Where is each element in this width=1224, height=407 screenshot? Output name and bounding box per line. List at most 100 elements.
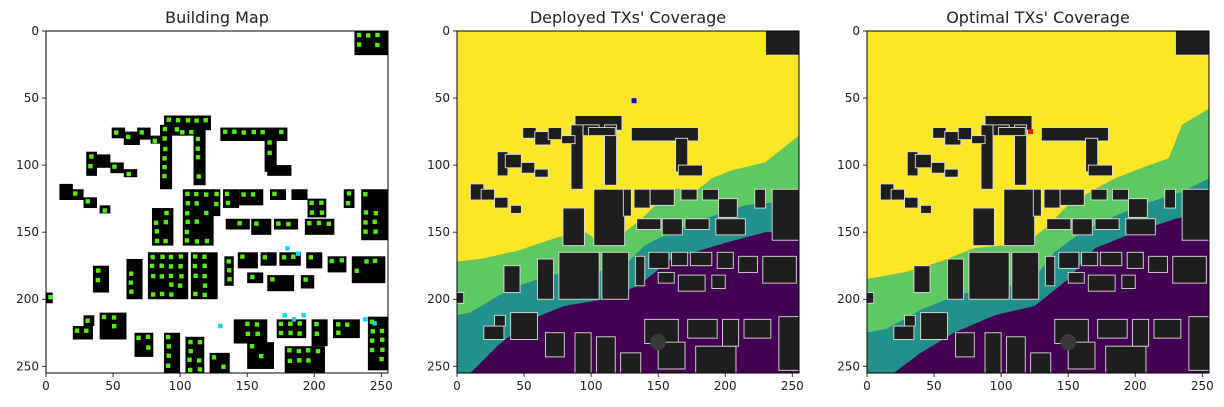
- building: [494, 196, 509, 209]
- sensor-point: [163, 219, 169, 225]
- sensor-point: [166, 353, 171, 358]
- sensor-point: [129, 271, 134, 276]
- y-tick-label: 150: [837, 225, 860, 239]
- sensor-point: [286, 221, 291, 227]
- building: [1099, 251, 1123, 267]
- sensor-point: [305, 348, 311, 353]
- sensor-point: [288, 321, 293, 326]
- building: [367, 316, 388, 371]
- sensor-point: [150, 273, 156, 279]
- x-tick-label: 150: [236, 379, 259, 393]
- panel-title: Optimal TXs' Coverage: [946, 8, 1130, 27]
- sensor-point: [195, 154, 201, 160]
- building: [893, 325, 915, 340]
- sensor-point: [194, 191, 199, 197]
- sensor-point: [369, 319, 375, 324]
- sensor-point: [197, 339, 203, 345]
- sensor-point: [287, 348, 292, 353]
- building: [562, 207, 585, 247]
- sensor-point: [178, 254, 184, 259]
- sensor-point: [221, 364, 226, 369]
- building: [126, 259, 143, 300]
- sensor-point: [149, 263, 155, 269]
- sensor-point: [185, 211, 190, 216]
- sensor-point: [319, 210, 325, 215]
- building: [510, 204, 522, 214]
- sensor-point: [365, 33, 371, 38]
- special-sensor-point: [295, 251, 301, 256]
- sensor-point: [214, 201, 219, 207]
- building: [1111, 188, 1129, 201]
- building: [1126, 251, 1144, 269]
- sensor-point: [184, 238, 190, 243]
- building: [1043, 188, 1061, 209]
- building: [684, 218, 710, 230]
- sensor-point: [178, 264, 183, 269]
- sensor-point: [162, 156, 167, 161]
- y-tick-label: 0: [31, 24, 39, 38]
- sensor-point: [281, 255, 287, 260]
- sensor-point: [279, 129, 284, 135]
- sensor-point: [267, 140, 272, 145]
- sensor-point: [162, 164, 167, 170]
- building: [677, 274, 706, 292]
- building: [601, 251, 630, 300]
- x-tick-label: 100: [990, 379, 1013, 393]
- building: [980, 124, 994, 190]
- y-tick-label: 150: [427, 225, 450, 239]
- building: [738, 255, 758, 273]
- building: [695, 345, 737, 373]
- sensor-point: [240, 254, 245, 259]
- round-structure: [1060, 334, 1077, 351]
- sensor-point: [165, 334, 171, 340]
- building: [1011, 251, 1040, 300]
- sensor-point: [254, 322, 260, 327]
- y-tick-label: 200: [427, 292, 450, 306]
- x-tick-label: 250: [370, 379, 393, 393]
- sensor-point: [291, 254, 296, 259]
- sensor-point: [259, 353, 264, 359]
- axes-frame: [45, 30, 389, 374]
- sensor-point: [195, 136, 201, 142]
- building: [1087, 164, 1113, 177]
- sensor-point: [159, 263, 164, 268]
- sensor-point: [297, 331, 302, 336]
- building: [1175, 31, 1209, 56]
- building: [185, 336, 205, 373]
- x-tick-label: 150: [1057, 379, 1080, 393]
- x-tick-label: 200: [303, 379, 326, 393]
- building: [233, 319, 268, 344]
- sensor-point: [225, 200, 231, 206]
- sensor-point: [102, 208, 107, 213]
- building: [604, 124, 618, 186]
- building: [537, 258, 555, 300]
- building: [920, 204, 932, 214]
- sensor-point: [255, 331, 260, 336]
- sensor-point: [339, 258, 344, 263]
- x-tick-label: 50: [516, 379, 531, 393]
- sensor-point: [202, 273, 207, 279]
- building: [1172, 255, 1207, 284]
- building: [1006, 336, 1026, 373]
- sensor-point: [287, 358, 293, 364]
- building: [457, 292, 465, 304]
- building: [151, 208, 174, 246]
- building: [483, 325, 505, 340]
- building: [267, 165, 292, 176]
- special-sensor-point: [291, 317, 297, 322]
- sensor-point: [185, 191, 190, 197]
- sensor-point: [354, 268, 359, 273]
- building: [711, 274, 726, 289]
- sensor-point: [202, 263, 207, 269]
- sensor-point: [193, 291, 198, 297]
- sensor-point: [154, 238, 160, 244]
- sensor-point: [363, 210, 369, 215]
- sensor-point: [336, 322, 341, 327]
- sensor-point: [162, 173, 167, 179]
- x-tick-label: 100: [580, 379, 603, 393]
- x-tick-label: 150: [647, 379, 670, 393]
- sensor-point: [48, 294, 53, 300]
- tx-marker: [631, 98, 637, 104]
- sensor-point: [380, 347, 385, 352]
